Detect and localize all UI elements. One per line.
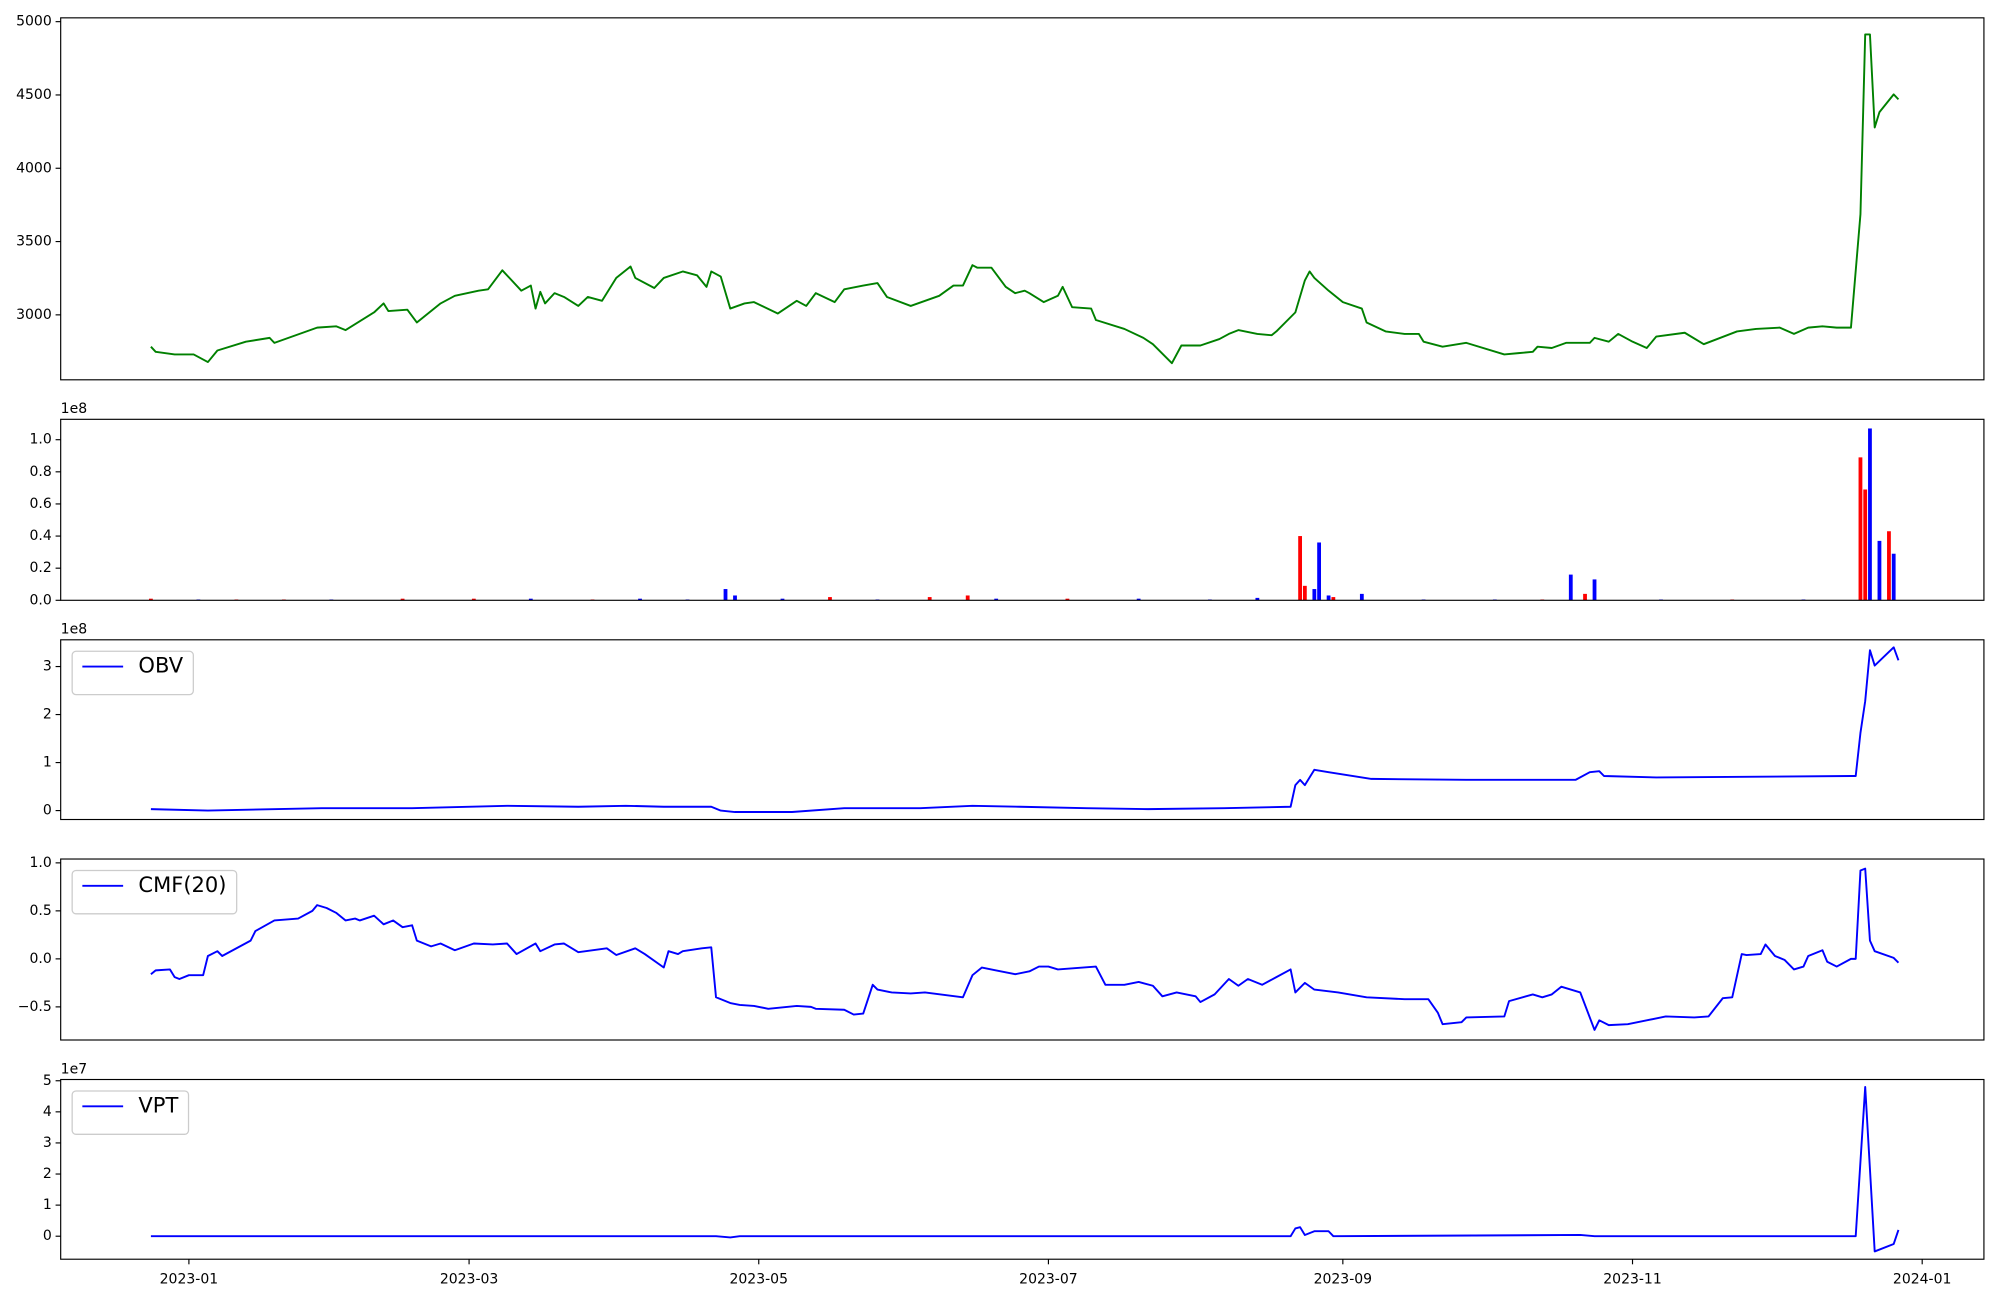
plot-area [150,33,1900,365]
plot-area [150,867,1900,1031]
y-tick-label: 0.6 [29,496,51,512]
y-tick-label: 0 [43,1228,52,1244]
y-tick-label: 3 [43,659,52,675]
legend-label: OBV [138,653,183,678]
bar [149,598,153,601]
bar [1583,593,1587,601]
legend: CMF(20) [71,869,238,915]
y-tick-label: 0.8 [29,464,51,480]
panel: 3000 3500 4000 4500 5000 [16,14,1985,381]
y-tick-label: 0.4 [29,528,51,544]
axes-frame [60,1078,1985,1260]
legend: OBV [71,650,194,696]
bar [1359,593,1364,601]
y-tick-label: 3500 [16,234,52,250]
y-tick-label: 0.5 [29,903,51,919]
y-tick-label: −0.5 [18,999,52,1015]
bar [1312,589,1317,601]
legend-box [71,650,194,696]
y-tick-label: 2 [43,707,52,723]
bar [965,595,970,601]
offset-text: 1e8 [61,401,87,417]
bar [528,598,533,601]
y-tick-label: 1 [43,1197,52,1213]
line [150,646,1900,813]
offset-text: 1e7 [61,1061,87,1077]
y-tick-label: 4 [43,1104,52,1120]
axes-frame [60,418,1985,601]
bar [1877,540,1882,601]
bar [1065,598,1070,601]
bar [1858,457,1863,601]
bar [400,598,405,601]
bar [1136,598,1141,601]
axes-frame [60,858,1985,1041]
y-tick-label: 0.0 [29,951,51,967]
bar [1868,428,1872,601]
legend-box [71,869,238,915]
legend-box [71,1090,190,1135]
x-tick-label: 2023-01 [160,1272,219,1288]
plot-area [150,646,1900,813]
y-tick-label: 1.0 [29,432,51,448]
bar [994,598,999,601]
y-tick-label: 0.2 [29,560,51,576]
bar [1255,597,1260,601]
x-tick-label: 2023-11 [1603,1272,1662,1288]
axes-frame [60,17,1985,381]
panel: 0 1 2 3 1e8 OBV [43,622,1985,821]
offset-text: 1e8 [61,622,87,638]
bar [1302,585,1307,601]
y-tick-label: 2 [43,1166,52,1182]
line [150,1086,1900,1253]
y-tick-label: 5 [43,1073,52,1089]
y-tick-label: 1 [43,755,52,771]
bar [1331,597,1336,601]
x-tick-label: 2023-09 [1314,1272,1373,1288]
y-tick-label: 0 [43,803,52,819]
bar [780,598,785,601]
line [150,867,1900,1031]
bar [1298,536,1303,601]
bar [471,598,476,601]
x-tick-label: 2023-05 [729,1272,788,1288]
bar [1863,489,1868,601]
line [150,33,1900,365]
bar [927,597,932,601]
legend-label: CMF(20) [138,872,226,897]
legend-label: VPT [138,1092,178,1117]
y-tick-label: 4500 [16,87,52,103]
panel: −0.5 0.0 0.5 1.0 CMF(20) [18,855,1985,1041]
panel: 0 1 2 3 4 5 2023-01 2023-03 2023-05 2023-07 2023-0… [43,1061,1985,1288]
y-tick-label: 0.0 [29,592,51,608]
plot-area [150,1086,1900,1253]
bar [1317,542,1321,601]
bar [638,598,642,601]
y-tick-label: 5000 [16,14,52,30]
bar [1887,531,1891,601]
axes-frame [60,639,1985,821]
plot-area [149,428,1896,601]
bar [1891,553,1896,601]
bar [723,589,728,601]
x-tick-label: 2024-01 [1893,1272,1952,1288]
y-tick-label: 4000 [16,160,52,176]
legend: VPT [71,1090,190,1135]
bar [1568,574,1573,601]
panel: 0.0 0.2 0.4 0.6 0.8 1.0 1e8 [29,401,1985,608]
bar [733,595,737,601]
bar [1326,595,1331,601]
y-tick-label: 1.0 [29,855,51,871]
y-tick-label: 3 [43,1135,52,1151]
bar [828,597,832,601]
x-tick-label: 2023-07 [1019,1272,1078,1288]
bar [1592,579,1597,601]
x-tick-label: 2023-03 [440,1272,499,1288]
y-tick-label: 3000 [16,307,52,323]
